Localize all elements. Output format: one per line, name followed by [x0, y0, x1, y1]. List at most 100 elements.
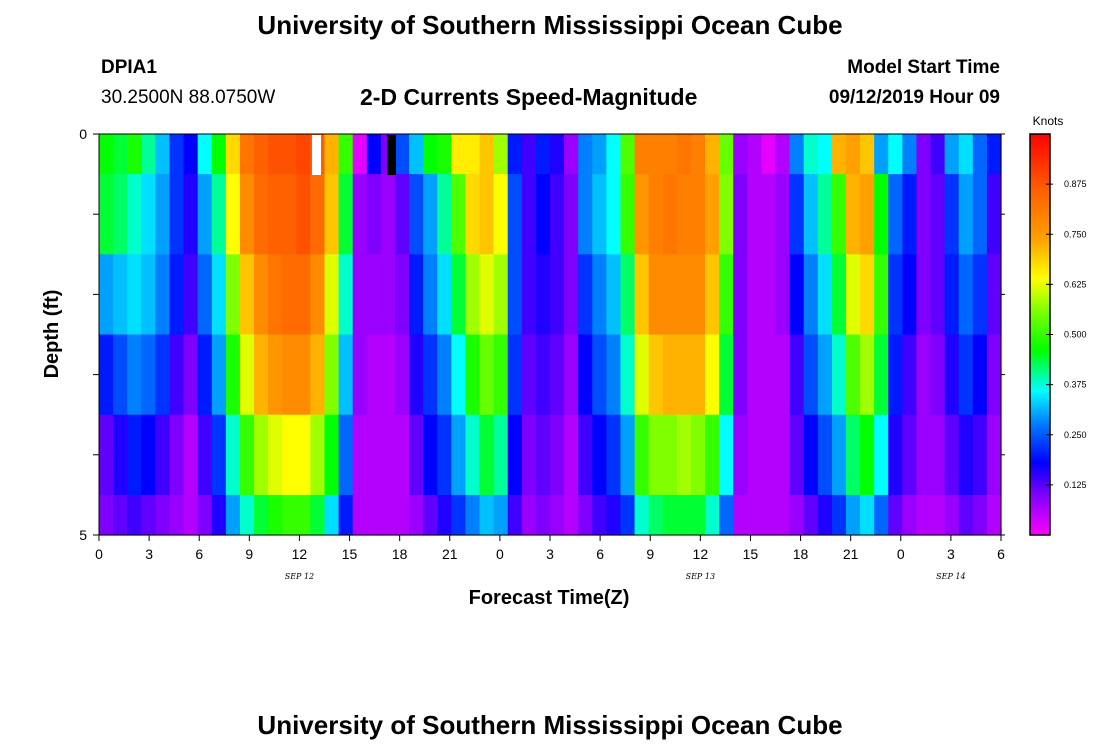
heatmap-cell: [676, 254, 692, 336]
heatmap-cell: [831, 134, 847, 175]
heatmap-cell: [831, 494, 847, 536]
heatmap-cell: [197, 494, 213, 536]
heatmap-cell: [437, 174, 452, 255]
heatmap-cell: [550, 254, 565, 336]
y-tick-label: 5: [79, 527, 87, 543]
heatmap-cell: [437, 254, 452, 336]
heatmap-cell: [479, 414, 495, 496]
heatmap-cell: [888, 174, 903, 255]
heatmap-cell: [99, 134, 114, 175]
heatmap-cell: [747, 174, 762, 255]
heatmap-cell: [789, 134, 805, 175]
heatmap-cell: [634, 334, 650, 416]
heatmap-cell: [113, 134, 128, 175]
heatmap-cell: [155, 494, 171, 536]
heatmap-cell: [733, 334, 748, 416]
date-label: SEP 12: [285, 572, 314, 581]
heatmap-cell: [606, 334, 622, 416]
heatmap-cell: [620, 174, 636, 255]
heatmap-cell: [127, 494, 142, 536]
heatmap-cell: [592, 334, 607, 416]
heatmap-cell: [352, 174, 368, 255]
heatmap-cell: [578, 334, 593, 416]
heatmap-cell: [860, 494, 875, 536]
x-tick-label: 3: [145, 546, 153, 562]
heatmap-cell: [296, 134, 311, 175]
heatmap-cell: [930, 254, 946, 336]
heatmap-cell: [747, 254, 762, 336]
heatmap-cell: [578, 414, 593, 496]
heatmap-cell: [747, 494, 762, 536]
heatmap-cell: [127, 254, 142, 336]
heatmap-cell: [437, 334, 452, 416]
heatmap-cell: [451, 414, 467, 496]
heatmap-cell: [366, 134, 382, 175]
heatmap-cell: [648, 334, 664, 416]
heatmap-cell: [620, 254, 636, 336]
heatmap-cell: [888, 254, 903, 336]
heatmap-cell: [380, 414, 396, 496]
heatmap-cell: [296, 414, 311, 496]
heatmap-cell: [705, 174, 720, 255]
heatmap-cell: [564, 254, 579, 336]
x-axis: 0 3 6 9 12 15 18 21 0 3 6 9 12 15 18 21 0 3 6 SEP 12 SEP 13 S…: [95, 535, 1005, 581]
heatmap-cell: [254, 494, 269, 536]
heatmap-cell: [394, 334, 410, 416]
heatmap-cell: [592, 494, 607, 536]
heatmap-cell: [662, 494, 678, 536]
heatmap-cell: [521, 414, 537, 496]
heatmap-cell: [831, 254, 847, 336]
heatmap-cell: [409, 174, 424, 255]
heatmap-cell: [789, 174, 805, 255]
heatmap-cell: [803, 414, 819, 496]
heatmap-cell: [705, 414, 720, 496]
heatmap-cell: [620, 414, 636, 496]
heatmap-cell: [620, 494, 636, 536]
date-label: SEP 14: [936, 572, 965, 581]
heatmap-cell: [183, 414, 199, 496]
heatmap-cell: [183, 134, 199, 175]
heatmap-cell: [845, 334, 861, 416]
x-tick-label: 12: [292, 546, 308, 562]
heatmap-cell: [916, 174, 932, 255]
heatmap-cell: [254, 174, 269, 255]
heatmap-cell: [380, 254, 396, 336]
heatmap-cell: [423, 134, 438, 175]
x-tick-label: 15: [342, 546, 358, 562]
heatmap-cell: [409, 494, 424, 536]
heatmap-cell: [225, 414, 241, 496]
heatmap-cell: [338, 254, 354, 336]
heatmap-cell: [944, 174, 960, 255]
heatmap-cell: [296, 494, 311, 536]
heatmap-cell: [380, 174, 396, 255]
heatmap-cell: [972, 334, 988, 416]
heatmap-cell: [352, 254, 368, 336]
heatmap-cell: [747, 334, 762, 416]
station-coords: 30.2500N 88.0750W: [101, 87, 276, 108]
heatmap-cell: [324, 254, 340, 336]
heatmap-cell: [930, 174, 946, 255]
heatmap-cell: [733, 414, 748, 496]
heatmap-cell: [268, 414, 283, 496]
heatmap-cell: [761, 174, 777, 255]
heatmap-cell: [831, 414, 847, 496]
heatmap-cell: [662, 174, 678, 255]
heatmap-cell: [747, 414, 762, 496]
heatmap-cell: [183, 254, 199, 336]
heatmap-cell: [789, 494, 805, 536]
heatmap-cell: [521, 334, 537, 416]
heatmap-cell: [394, 414, 410, 496]
heatmap-cell: [423, 494, 438, 536]
heatmap-cell: [902, 174, 918, 255]
heatmap-cell: [451, 494, 467, 536]
heatmap-cell: [493, 134, 509, 175]
heatmap-cell: [761, 414, 777, 496]
heatmap-cell: [169, 334, 185, 416]
heatmap-cell: [986, 254, 1002, 336]
heatmap-cell: [352, 334, 368, 416]
x-tick-label: 21: [442, 546, 458, 562]
heatmap-cell: [268, 134, 283, 175]
heatmap-cell: [479, 494, 495, 536]
x-tick-label: 0: [496, 546, 504, 562]
